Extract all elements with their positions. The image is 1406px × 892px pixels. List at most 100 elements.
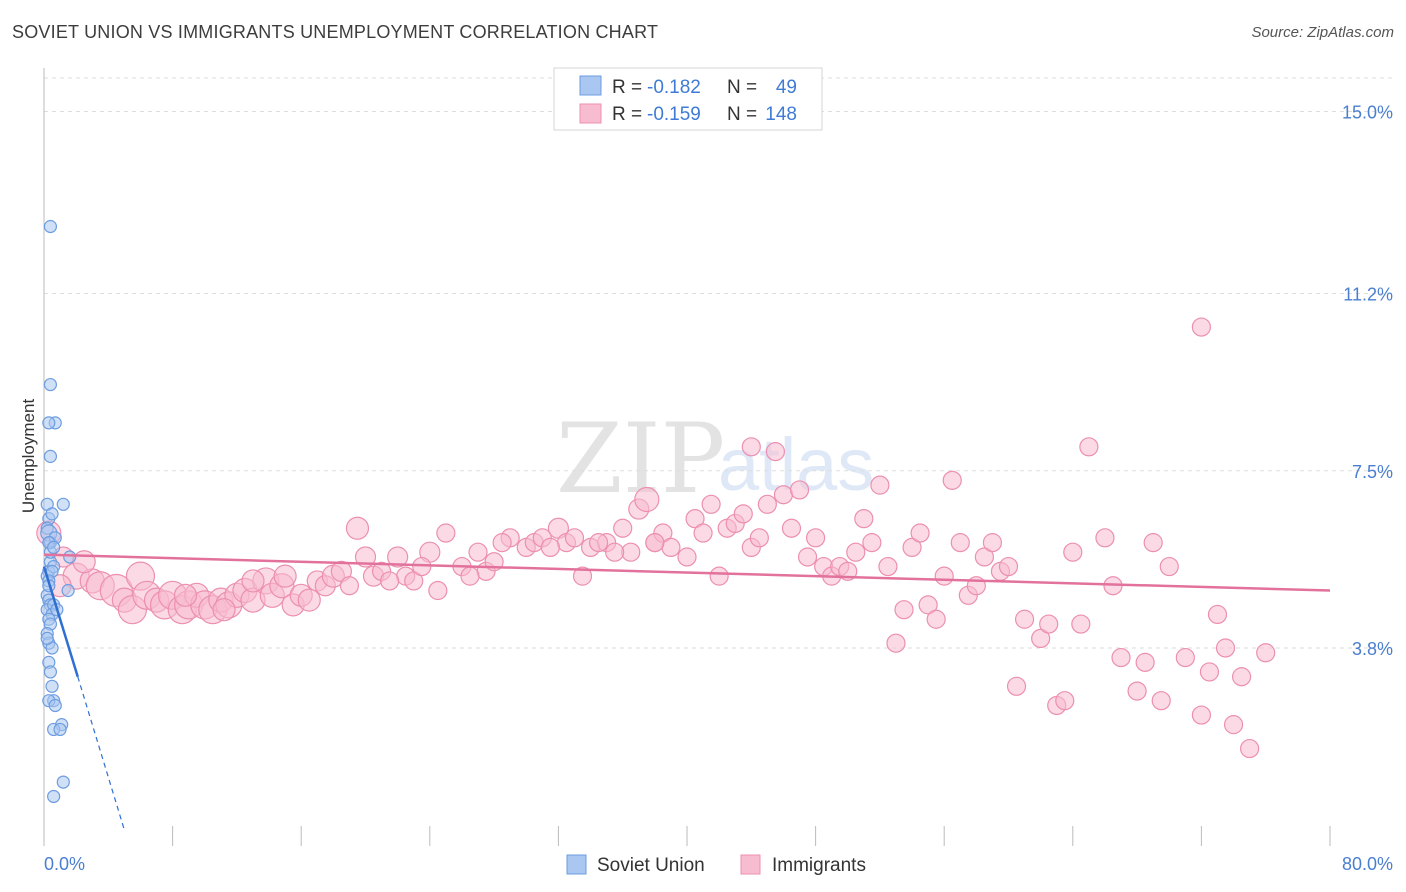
legend-r-value-soviet: -0.182 xyxy=(647,77,701,98)
x-tick-labels: 0.0% 80.0% xyxy=(44,854,1393,874)
trend-lines xyxy=(42,553,1331,831)
soviet-union-trend-extension xyxy=(77,676,125,831)
immigrants-point xyxy=(436,523,456,543)
immigrants-point xyxy=(540,537,560,558)
immigrants-point xyxy=(1175,647,1195,668)
immigrants-point xyxy=(1159,556,1179,577)
immigrants-point xyxy=(273,564,297,588)
x-tick-label-max: 80.0% xyxy=(1342,854,1393,874)
immigrants-point xyxy=(862,533,882,553)
soviet-union-point xyxy=(45,507,59,521)
immigrants-point xyxy=(1071,614,1091,634)
immigrants-point xyxy=(1031,628,1051,649)
immigrants-point xyxy=(942,470,962,490)
immigrants-point xyxy=(297,588,321,612)
immigrants-point xyxy=(621,542,641,562)
immigrants-point xyxy=(701,494,721,514)
soviet-union-point xyxy=(43,219,58,234)
immigrants-point xyxy=(634,486,660,513)
immigrants-point xyxy=(886,633,906,653)
immigrants-point xyxy=(339,576,360,596)
immigrants-point xyxy=(781,518,802,538)
immigrants-point xyxy=(998,556,1019,577)
immigrants-point xyxy=(685,509,705,529)
immigrants-point xyxy=(982,533,1003,553)
immigrants-point xyxy=(693,523,713,543)
immigrants-point xyxy=(345,516,370,540)
y-tick-label: 7.5% xyxy=(1352,462,1393,482)
immigrants-point xyxy=(1095,528,1115,548)
immigrants-point xyxy=(1240,738,1260,759)
immigrants-point xyxy=(1207,604,1228,625)
immigrants-point xyxy=(749,528,769,548)
immigrants-point xyxy=(902,537,922,558)
immigrants-point xyxy=(404,571,424,591)
immigrants-point xyxy=(428,580,448,601)
immigrants-point xyxy=(950,533,970,553)
immigrants-point xyxy=(72,550,96,574)
x-tick-label-min: 0.0% xyxy=(44,854,85,874)
immigrants-point xyxy=(1079,437,1099,457)
immigrants-point xyxy=(661,537,681,558)
legend-swatch-immigrants xyxy=(579,103,602,124)
immigrants-point xyxy=(645,533,665,553)
immigrants-point xyxy=(173,583,198,607)
immigrants-point xyxy=(613,518,633,538)
immigrants-point xyxy=(468,542,488,562)
legend-r-label-soviet: R = xyxy=(612,77,642,98)
legend-n-value-immigrants: 148 xyxy=(765,104,797,125)
y-tick-label: 15.0% xyxy=(1342,103,1393,123)
legend-n-label-immigrants: N = xyxy=(727,104,757,125)
immigrants-point xyxy=(910,523,930,543)
bottom-legend-swatch-immigrants xyxy=(740,854,761,875)
legend-n-label-soviet: N = xyxy=(727,77,757,98)
immigrants-point xyxy=(460,566,480,586)
immigrants-point xyxy=(918,595,938,615)
soviet-union-point xyxy=(42,416,56,430)
immigrants-point xyxy=(1256,643,1276,663)
immigrants-point xyxy=(1135,652,1155,672)
immigrants-point xyxy=(846,542,866,562)
immigrants-point xyxy=(709,566,729,586)
immigrants-point xyxy=(765,442,786,462)
soviet-union-point xyxy=(47,540,61,555)
immigrants-point xyxy=(1143,533,1163,553)
soviet-union-trend-line xyxy=(42,566,79,678)
immigrants-point xyxy=(354,546,377,568)
immigrants-point xyxy=(854,509,874,529)
immigrants-point xyxy=(757,494,777,514)
immigrants-point xyxy=(1191,317,1212,337)
grid xyxy=(44,77,1392,649)
immigrants-point xyxy=(878,556,898,577)
immigrants-point xyxy=(1014,609,1035,629)
bottom-legend-soviet: Soviet Union xyxy=(597,855,705,876)
immigrants-point xyxy=(1191,705,1212,725)
source-credit: Source: ZipAtlas.com xyxy=(1251,24,1394,41)
y-axis-label: Unemployment xyxy=(19,399,38,514)
immigrants-point xyxy=(797,547,818,567)
immigrants-point xyxy=(1151,691,1171,711)
immigrants-point xyxy=(1231,667,1252,687)
immigrants-points xyxy=(36,317,1276,759)
bottom-legend: Soviet Union Immigrants xyxy=(566,854,866,876)
immigrants-point xyxy=(1215,638,1236,658)
immigrants-point xyxy=(1127,681,1147,701)
immigrants-point xyxy=(1223,715,1244,735)
legend-r-value-immigrants: -0.159 xyxy=(647,104,701,125)
immigrants-point xyxy=(387,546,409,568)
soviet-union-point xyxy=(47,789,61,804)
immigrants-point xyxy=(741,437,761,457)
soviet-union-point xyxy=(43,665,58,679)
soviet-union-point xyxy=(53,722,67,737)
immigrants-point xyxy=(241,569,265,593)
soviet-union-point xyxy=(63,550,77,564)
immigrants-point xyxy=(1039,614,1059,634)
soviet-union-point xyxy=(61,583,75,598)
immigrants-point xyxy=(212,598,236,622)
immigrants-point xyxy=(605,542,625,562)
soviet-union-point xyxy=(56,497,70,511)
immigrants-point xyxy=(773,485,794,505)
immigrants-point xyxy=(894,600,914,620)
legend-box: R = -0.182 N = 49 R = -0.159 N = 148 xyxy=(553,67,823,131)
